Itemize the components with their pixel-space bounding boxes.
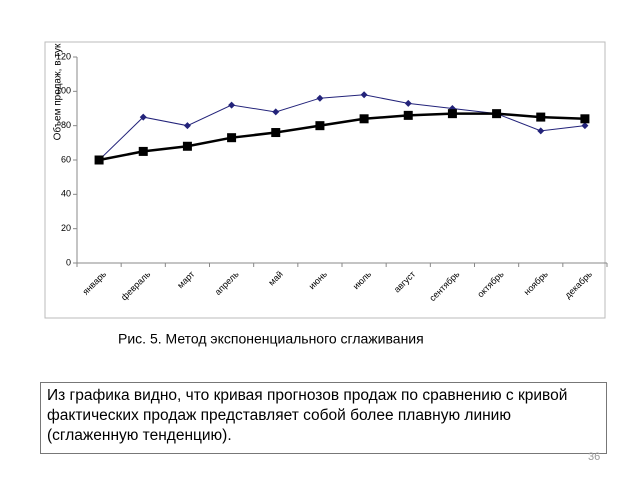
text-line: (сглаженную тенденцию). <box>47 427 232 444</box>
text-box: Из графика видно, что кривая прогнозов п… <box>40 382 607 454</box>
marker <box>272 108 280 116</box>
marker <box>359 114 369 124</box>
marker <box>404 99 412 107</box>
caption: Рис. 5. Метод экспоненциального сглажива… <box>118 331 424 347</box>
chart: Объем продаж, в тук Рис. 5. Метод экспон… <box>44 41 608 347</box>
y-tick-label: 120 <box>56 51 71 61</box>
x-tick-label: декабрь <box>563 269 595 301</box>
marker <box>183 122 191 130</box>
y-tick-label: 100 <box>56 86 71 96</box>
marker <box>360 91 368 99</box>
text-line: Из графика видно, что кривая прогнозов п… <box>47 387 568 404</box>
marker <box>316 94 324 102</box>
marker <box>536 112 546 122</box>
series-line <box>98 94 585 161</box>
marker <box>403 110 413 120</box>
x-tick-label: октябрь <box>475 269 506 300</box>
chart-frame <box>44 41 606 319</box>
y-tick-label: 40 <box>61 189 71 199</box>
x-tick-label: февраль <box>119 269 153 303</box>
x-tick-label: ноябрь <box>522 269 550 297</box>
x-tick-label: июнь <box>307 269 329 291</box>
marker <box>492 109 502 119</box>
marker <box>271 128 281 138</box>
x-tick-label: апрель <box>213 269 241 297</box>
marker <box>315 121 325 131</box>
series-line <box>98 112 585 162</box>
y-tick-label: 0 <box>66 257 71 267</box>
y-tick-label: 60 <box>61 154 71 164</box>
x-tick-label: март <box>175 269 196 290</box>
text-line: фактических продаж представляет собой бо… <box>47 407 511 424</box>
x-tick-label: май <box>266 269 285 288</box>
marker <box>580 114 590 124</box>
y-axis-label: Объем продаж, в тук <box>52 43 64 140</box>
y-tick-label: 20 <box>61 223 71 233</box>
x-tick-label: январь <box>80 269 108 297</box>
marker <box>94 155 104 165</box>
marker <box>139 113 147 121</box>
marker <box>227 133 237 143</box>
x-tick-label: сентябрь <box>427 269 461 303</box>
y-tick-label: 80 <box>61 120 71 130</box>
marker <box>447 109 457 119</box>
marker <box>228 101 236 109</box>
page-number: 36 <box>588 451 601 463</box>
marker <box>138 146 148 156</box>
x-tick-label: июль <box>351 269 374 292</box>
marker <box>537 127 545 135</box>
marker <box>581 122 589 130</box>
marker <box>182 141 192 151</box>
x-tick-label: август <box>392 269 418 295</box>
